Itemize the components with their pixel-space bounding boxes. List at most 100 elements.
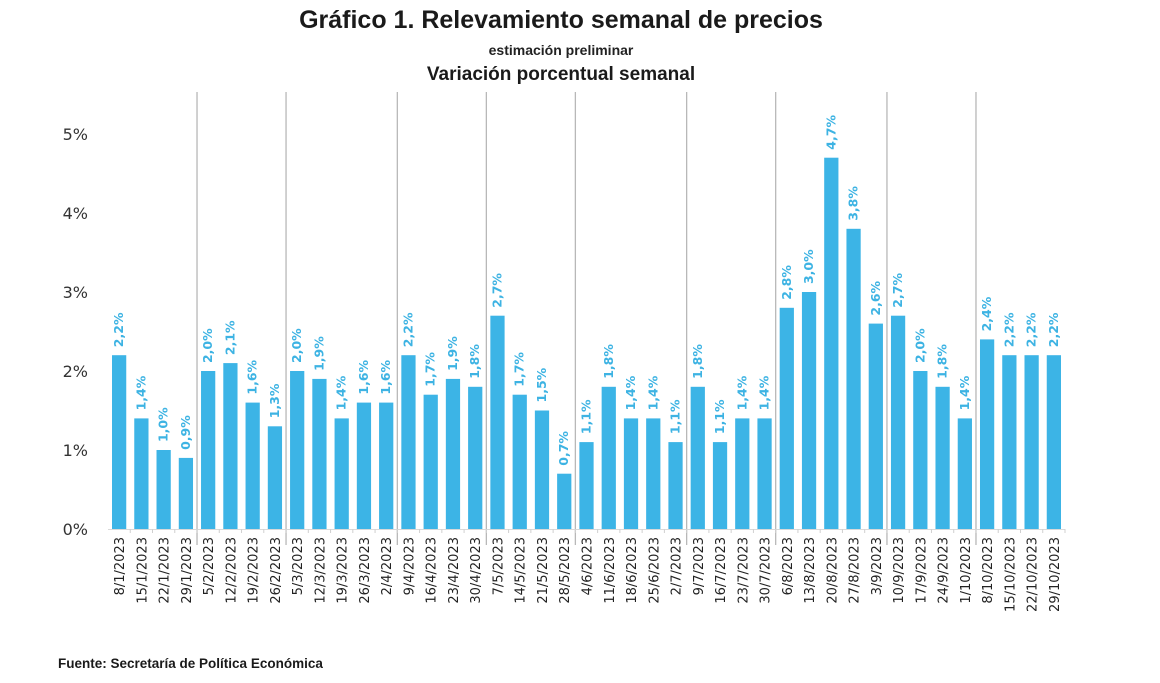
- bar: [334, 418, 349, 529]
- bar: [156, 450, 171, 529]
- data-label: 4,7%: [823, 115, 838, 150]
- x-tick-label: 6/8/2023: [781, 537, 796, 595]
- x-tick-label: 18/6/2023: [625, 537, 640, 604]
- bar: [134, 418, 149, 529]
- bar: [312, 378, 327, 529]
- x-tick-label: 19/2/2023: [247, 537, 262, 604]
- source-note: Fuente: Secretaría de Política Económica: [58, 656, 323, 671]
- data-label: 2,2%: [1046, 312, 1061, 347]
- data-label: 2,4%: [979, 296, 994, 331]
- data-label: 2,7%: [890, 273, 905, 308]
- data-label: 2,8%: [779, 265, 794, 300]
- bar: [757, 418, 772, 529]
- data-label: 3,8%: [846, 186, 861, 221]
- data-label: 1,0%: [156, 407, 171, 442]
- data-label: 1,8%: [690, 344, 705, 379]
- x-tick-label: 29/10/2023: [1048, 537, 1063, 612]
- chart-subtitle-measure: Variación porcentual semanal: [426, 64, 696, 85]
- bar: [423, 394, 438, 529]
- bar: [868, 323, 883, 529]
- data-label: 2,6%: [868, 280, 883, 315]
- bars: [112, 157, 1061, 530]
- month-separators: [196, 92, 977, 545]
- x-tick-label: 28/5/2023: [558, 537, 573, 604]
- x-tick-label: 16/4/2023: [425, 537, 440, 604]
- x-tick-label: 23/7/2023: [736, 537, 751, 604]
- bar: [668, 442, 683, 529]
- data-label: 1,1%: [712, 399, 727, 434]
- x-tick-label: 27/8/2023: [848, 537, 863, 604]
- x-tick-label: 10/9/2023: [892, 537, 907, 604]
- bar: [601, 386, 616, 529]
- x-tick-label: 8/1/2023: [113, 537, 128, 595]
- bar: [935, 386, 950, 529]
- x-tick-label: 17/9/2023: [914, 537, 929, 604]
- chart-title: Gráfico 1. Relevamiento semanal de preci…: [299, 6, 823, 34]
- data-label: 1,8%: [935, 344, 950, 379]
- data-label: 1,7%: [423, 352, 438, 387]
- y-tick-label: 0%: [63, 520, 88, 539]
- data-label: 1,9%: [445, 336, 460, 371]
- y-axis: 0% 1% 2% 3% 4% 5%: [63, 125, 88, 539]
- x-tick-label: 8/10/2023: [981, 537, 996, 604]
- x-tick-label: 30/7/2023: [759, 537, 774, 604]
- bar: [957, 418, 972, 529]
- bar: [512, 394, 527, 529]
- data-label: 2,0%: [200, 328, 215, 363]
- y-tick-label: 2%: [63, 362, 88, 381]
- data-label: 1,4%: [734, 375, 749, 410]
- data-label: 1,4%: [645, 375, 660, 410]
- x-tick-label: 26/3/2023: [358, 537, 373, 604]
- x-tick-label: 2/4/2023: [380, 537, 395, 595]
- bar: [1046, 355, 1061, 529]
- bar: [401, 355, 416, 529]
- bar: [690, 386, 705, 529]
- x-tick-label: 30/4/2023: [469, 537, 484, 604]
- data-label: 2,0%: [912, 328, 927, 363]
- bar: [534, 410, 550, 529]
- bar: [646, 418, 661, 529]
- bar: [490, 315, 505, 529]
- bar: [1024, 355, 1039, 529]
- bar: [223, 363, 238, 529]
- data-label: 1,4%: [957, 375, 972, 410]
- bar: [468, 386, 483, 529]
- bar: [201, 371, 216, 529]
- data-label: 1,3%: [267, 383, 282, 418]
- x-tick-label: 9/7/2023: [692, 537, 707, 595]
- bar: [356, 402, 372, 529]
- bar: [178, 457, 194, 529]
- bar: [290, 371, 305, 529]
- data-label: 1,6%: [378, 359, 393, 394]
- bar: [779, 307, 794, 529]
- data-label: 2,2%: [111, 312, 126, 347]
- data-label: 2,1%: [222, 320, 237, 355]
- data-label: 2,7%: [489, 273, 504, 308]
- y-tick-label: 4%: [63, 204, 88, 223]
- bar: [1002, 355, 1017, 529]
- data-label: 1,9%: [311, 336, 326, 371]
- x-tick-label: 29/1/2023: [180, 537, 195, 604]
- x-tick-label: 4/6/2023: [581, 537, 596, 595]
- x-tick-label: 16/7/2023: [714, 537, 729, 604]
- x-tick-label: 21/5/2023: [536, 537, 551, 604]
- bar: [379, 402, 394, 529]
- bar: [846, 228, 861, 530]
- data-label: 0,7%: [556, 431, 571, 466]
- x-tick-label: 22/1/2023: [158, 537, 173, 604]
- data-label: 2,0%: [289, 328, 304, 363]
- bar: [245, 402, 260, 529]
- x-axis: 8/1/2023 15/1/2023 22/1/2023 29/1/2023 5/2/2…: [108, 529, 1066, 612]
- data-label: 1,5%: [534, 367, 549, 402]
- data-label: 1,6%: [245, 359, 260, 394]
- x-tick-label: 11/6/2023: [603, 537, 618, 604]
- data-label: 1,1%: [668, 399, 683, 434]
- data-label: 1,4%: [623, 375, 638, 410]
- chart-subtitle: estimación preliminar: [488, 42, 634, 58]
- bar: [801, 292, 817, 529]
- data-label: 1,4%: [757, 375, 772, 410]
- data-label: 1,6%: [356, 359, 371, 394]
- data-label: 1,8%: [467, 344, 482, 379]
- data-label: 1,1%: [579, 399, 594, 434]
- x-tick-label: 20/8/2023: [825, 537, 840, 604]
